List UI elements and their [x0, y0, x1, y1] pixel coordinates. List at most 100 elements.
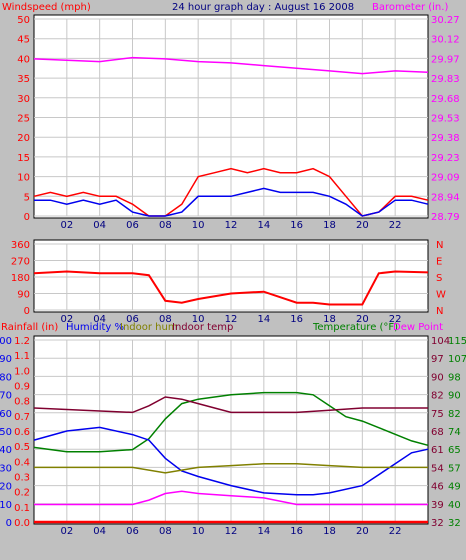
windspeed-tick-label: 45	[17, 35, 30, 46]
direction-tick-label: 0	[24, 306, 30, 317]
rainfall-tick-label: 0.4	[14, 457, 30, 468]
rainfall-tick-label: 0.1	[14, 503, 30, 514]
x-tick-label: 08	[159, 220, 172, 231]
x-tick-label: 14	[257, 526, 270, 537]
temperature-tick-label: 49	[448, 482, 461, 493]
x-tick-label: 02	[60, 220, 73, 231]
temperature-tick-label: 90	[448, 391, 461, 402]
rainfall-tick-label: 0.6	[14, 427, 30, 438]
x-tick-label: 22	[389, 314, 402, 325]
temperature-tick-label: 40	[448, 500, 461, 511]
rainfall-tick-label: 0.2	[14, 488, 30, 499]
indoor-temp-tick-label: 54	[431, 463, 444, 474]
humidity-tick-label: 60	[0, 409, 12, 420]
x-tick-label: 04	[93, 526, 106, 537]
dew-point-legend: Dew Point	[393, 322, 443, 333]
humidity-tick-label: 10	[0, 500, 12, 511]
rainfall-tick-label: 0.3	[14, 473, 30, 484]
x-tick-label: 14	[257, 314, 270, 325]
series-temperature	[33, 391, 429, 453]
indoor-temp-tick-label: 82	[431, 391, 444, 402]
x-tick-label: 22	[389, 526, 402, 537]
indoor-temp-tick-label: 68	[431, 427, 444, 438]
barometer-tick-label: 29.83	[431, 74, 460, 85]
humidity-tick-label: 40	[0, 445, 12, 456]
rainfall-axis-title: Rainfall (in)	[1, 322, 58, 333]
x-tick-label: 22	[389, 220, 402, 231]
x-tick-label: 04	[93, 314, 106, 325]
direction-tick-label: 360	[11, 240, 30, 251]
barometer-tick-label: 30.12	[431, 35, 460, 46]
humidity-tick-label: 20	[0, 482, 12, 493]
humidity-tick-label: 30	[0, 463, 12, 474]
x-tick-label: 16	[290, 314, 303, 325]
x-tick-label: 16	[290, 526, 303, 537]
x-tick-label: 10	[192, 220, 205, 231]
x-tick-label: 16	[290, 220, 303, 231]
humidity-tick-label: 0	[6, 518, 12, 529]
indoor-temp-tick-label: 32	[431, 518, 444, 529]
barometer-tick-label: 29.53	[431, 114, 460, 125]
rainfall-tick-label: 1.0	[14, 366, 30, 377]
direction-tick-label: 90	[17, 290, 30, 301]
x-tick-label: 10	[192, 526, 205, 537]
x-tick-label: 18	[323, 220, 336, 231]
temperature-tick-label: 32	[448, 518, 461, 529]
windspeed-tick-label: 50	[17, 15, 30, 26]
x-tick-label: 14	[257, 220, 270, 231]
rainfall-tick-label: 0.7	[14, 412, 30, 423]
series-direction	[33, 270, 429, 306]
temperature-tick-label: 74	[448, 427, 461, 438]
windspeed-tick-label: 5	[24, 192, 30, 203]
temperature-tick-label: 65	[448, 445, 461, 456]
barometer-tick-label: 29.68	[431, 94, 460, 105]
rainfall-tick-label: 0.9	[14, 382, 30, 393]
indoor-temp-tick-label: 97	[431, 354, 444, 365]
x-tick-label: 12	[225, 220, 238, 231]
series-dew_point	[34, 490, 428, 506]
indoor-temp-legend: Indoor temp	[172, 322, 233, 333]
series-indoor_hum	[34, 463, 428, 474]
barometer-tick-label: 30.27	[431, 15, 460, 26]
x-tick-label: 02	[60, 526, 73, 537]
temperature-tick-label: 82	[448, 409, 461, 420]
x-tick-label: 08	[159, 526, 172, 537]
x-tick-label: 20	[356, 526, 369, 537]
barometer-tick-label: 28.94	[431, 192, 460, 203]
barometer-axis-title: Barometer (in.)	[372, 2, 448, 13]
x-tick-label: 18	[323, 314, 336, 325]
barometer-tick-label: 29.23	[431, 153, 460, 164]
series-average	[34, 187, 429, 217]
barometer-tick-label: 28.79	[431, 212, 460, 223]
windspeed-tick-label: 15	[17, 153, 30, 164]
rainfall-tick-label: 0.0	[14, 518, 30, 529]
series-barometer	[33, 56, 429, 75]
humidity-legend: Humidity %	[66, 322, 124, 333]
barometer-tick-label: 29.38	[431, 133, 460, 144]
direction-tick-label: 270	[11, 257, 30, 268]
x-tick-label: 06	[126, 526, 139, 537]
compass-tick-label: N	[436, 306, 443, 317]
indoor-temp-tick-label: 46	[431, 482, 444, 493]
humidity-tick-label: 80	[0, 372, 12, 383]
direction-tick-label: 180	[11, 273, 30, 284]
windspeed-tick-label: 0	[24, 212, 30, 223]
x-tick-label: 12	[225, 314, 238, 325]
x-tick-label: 02	[60, 314, 73, 325]
indoor-temp-tick-label: 61	[431, 445, 444, 456]
series-indoor_temp	[33, 396, 428, 414]
compass-tick-label: E	[436, 257, 442, 268]
rainfall-tick-label: 1.2	[14, 336, 30, 347]
barometer-tick-label: 29.09	[431, 173, 460, 184]
humidity-tick-label: 50	[0, 427, 12, 438]
temperature-tick-label: 98	[448, 372, 461, 383]
x-tick-label: 10	[192, 314, 205, 325]
indoor-temp-tick-label: 39	[431, 500, 444, 511]
rainfall-tick-label: 1.1	[14, 351, 30, 362]
humidity-tick-label: 70	[0, 391, 12, 402]
x-tick-label: 04	[93, 220, 106, 231]
barometer-tick-label: 29.97	[431, 54, 460, 65]
temperature-tick-label: 115	[448, 336, 466, 347]
compass-tick-label: S	[436, 273, 442, 284]
